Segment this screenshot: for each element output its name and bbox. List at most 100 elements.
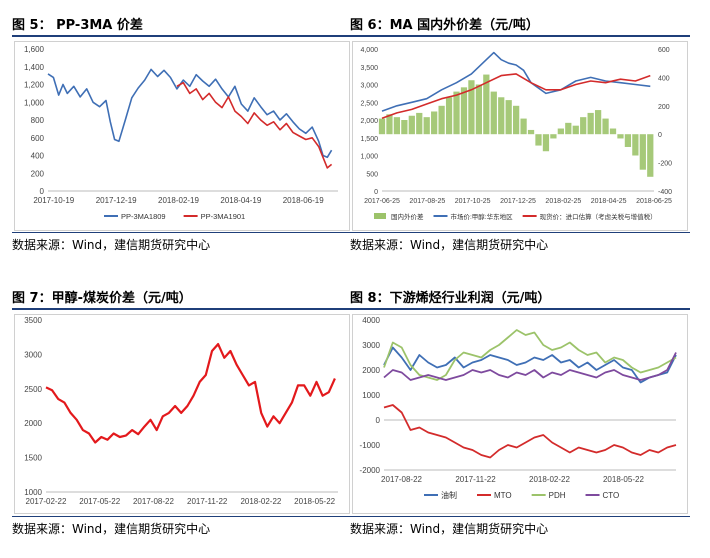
fig8-xtick-label: 2018-02-22 [529, 475, 570, 484]
fig7-xtick-label: 2018-05-22 [294, 497, 335, 506]
fig5-bottom-rule [12, 232, 352, 233]
fig5-ytick-label: 800 [31, 116, 45, 125]
fig6-bar [594, 110, 602, 135]
fig7-bottom-rule [12, 516, 352, 517]
fig6-bar [602, 118, 609, 135]
fig6-bar [453, 91, 460, 135]
fig7-series-line-0 [45, 343, 336, 444]
fig8-frame [352, 314, 688, 514]
fig7-ytick-label: 2000 [24, 419, 42, 428]
fig6-ytick-label: 4,000 [360, 47, 378, 54]
fig7-frame [14, 314, 350, 514]
fig5-ytick-label: 1,000 [24, 98, 45, 107]
fig6-legend-label: 现货价：进口估算（考虑关税与增值税） [540, 212, 657, 221]
fig5-series-line-1 [176, 81, 333, 169]
fig6-bar [550, 134, 557, 139]
fig6-ytick-label: 3,000 [360, 83, 378, 90]
fig5-legend-label: PP-3MA1901 [201, 212, 246, 221]
fig6-legend-label: 国内外价差 [391, 212, 424, 221]
fig6-bar [505, 100, 512, 135]
fig8-ytick-label: -1000 [360, 441, 381, 450]
fig6-bar [587, 112, 594, 135]
fig8-bottom-rule [350, 516, 690, 517]
fig6-bar [378, 118, 386, 135]
fig8-xtick-label: 2017-11-22 [455, 475, 496, 484]
fig6-bottom-rule [350, 232, 690, 233]
fig8-legend-label: 油制 [441, 490, 457, 500]
fig5-xtick-label: 2018-06-19 [283, 196, 324, 205]
fig5-ytick-label: 0 [40, 187, 45, 196]
fig6-ytick-label: 2,000 [360, 118, 378, 125]
fig6-bar [431, 111, 438, 135]
fig7-source: 数据来源：Wind，建信期货研究中心 [12, 522, 211, 536]
fig6-bar [468, 80, 475, 135]
fig7-xtick-label: 2017-05-22 [79, 497, 120, 506]
fig8-series-line-3 [383, 352, 677, 381]
fig5-xtick-label: 2018-02-19 [158, 196, 199, 205]
fig6-bar [527, 129, 535, 135]
fig5-source: 数据来源：Wind，建信期货研究中心 [12, 238, 211, 252]
fig7-xtick-label: 2017-08-22 [133, 497, 174, 506]
fig6-ytick-label: 500 [366, 171, 378, 178]
fig6-source: 数据来源：Wind，建信期货研究中心 [350, 238, 549, 252]
fig6-bar [445, 97, 453, 135]
fig7-ytick-label: 2500 [24, 385, 42, 394]
fig5-series-line-0 [47, 68, 333, 159]
fig6-xtick-label: 2017-06-25 [364, 198, 400, 205]
fig6-title: 图 6：MA 国内外价差（元/吨） [350, 18, 539, 33]
fig8-title: 图 8：下游烯烃行业利润（元/吨） [350, 291, 551, 306]
fig6-xtick-label: 2017-10-25 [455, 198, 491, 205]
fig7-title: 图 7：甲醇-煤炭价差（元/吨） [12, 291, 192, 306]
fig6-bar [408, 115, 415, 135]
fig6-bar [580, 117, 587, 135]
fig8-legend-label: CTO [603, 491, 620, 500]
fig6-bar [393, 117, 401, 135]
fig5-xtick-label: 2017-10-19 [33, 196, 74, 205]
fig6-ytick-right-label: 400 [658, 75, 670, 82]
fig6-series-line-2 [381, 73, 651, 119]
fig6-xtick-label: 2018-04-25 [591, 198, 627, 205]
fig6-xtick-label: 2017-12-25 [500, 198, 536, 205]
fig5-frame [14, 41, 350, 231]
panel-fig7: 图 7：甲醇-煤炭价差（元/吨） 1000 1500 2000 2500 3000 350… [12, 287, 352, 547]
fig6-bar [460, 87, 468, 135]
fig5-title: 图 5： PP-3MA 价差 [12, 18, 143, 33]
fig5-ytick-label: 1,600 [24, 45, 45, 54]
fig6-ytick-label: 3,500 [360, 65, 378, 72]
fig7-chart: 1000 1500 2000 2500 3000 3500 2017-02-22 2017-0… [14, 314, 350, 514]
fig5-chart: 0 200 400 600 800 1,000 1,200 1,400 1,600 2017-10… [14, 41, 350, 231]
fig5-xtick-label: 2017-12-19 [96, 196, 137, 205]
fig6-xtick-label: 2017-08-25 [409, 198, 445, 205]
fig5-ytick-label: 400 [31, 152, 45, 161]
fig6-legend-label: 市场价:甲醇:华东地区 [451, 212, 514, 221]
fig8-chart: -2000 -1000 0 1000 2000 3000 4000 2017-08-22 201… [352, 314, 688, 514]
fig8-top-rule [350, 308, 690, 310]
fig6-ytick-label: 1,500 [360, 136, 378, 143]
fig6-bar [513, 105, 520, 135]
fig7-ytick-label: 1000 [24, 488, 42, 497]
fig6-bar [416, 112, 423, 135]
fig8-xtick-label: 2018-05-22 [603, 475, 644, 484]
fig8-ytick-label: 2000 [362, 366, 380, 375]
fig8-xtick-label: 2017-08-22 [381, 475, 422, 484]
fig6-ytick-label: 1,000 [360, 154, 378, 161]
fig6-bar [542, 134, 550, 152]
fig6-bar [386, 114, 393, 135]
fig8-source: 数据来源：Wind，建信期货研究中心 [350, 522, 549, 536]
fig6-bar [490, 91, 497, 135]
fig6-ytick-label: 0 [374, 189, 378, 196]
panel-fig6: 图 6：MA 国内外价差（元/吨） 0 500 1,000 1,500 2,000 2,5… [350, 14, 690, 254]
fig7-top-rule [12, 308, 352, 310]
panel-fig5: 图 5： PP-3MA 价差 0 200 400 600 800 1,000 1,200 1,… [12, 14, 352, 254]
fig6-bar [423, 117, 430, 135]
fig7-xtick-label: 2017-02-22 [26, 497, 67, 506]
fig6-bar [475, 84, 483, 135]
fig6-bar [609, 128, 617, 135]
fig8-series-line-1 [383, 404, 677, 459]
fig8-series-line-0 [383, 346, 677, 384]
fig8-ytick-label: 4000 [362, 316, 380, 325]
fig5-ytick-label: 200 [31, 169, 45, 178]
fig6-bar [438, 105, 445, 135]
fig5-ytick-label: 600 [31, 134, 45, 143]
fig6-ytick-label: 2,500 [360, 100, 378, 107]
